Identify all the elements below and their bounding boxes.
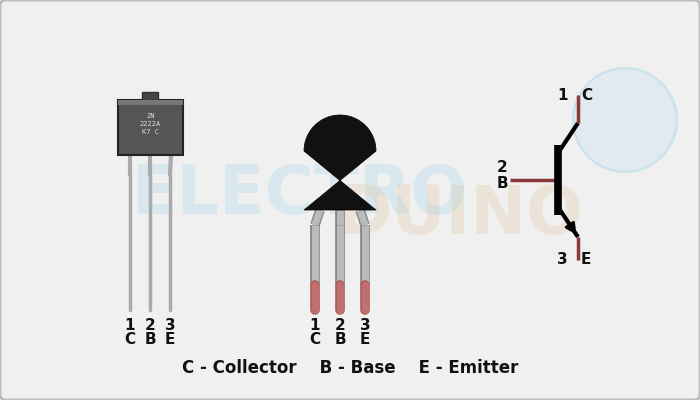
Text: E: E (360, 332, 370, 348)
Text: 1: 1 (557, 88, 568, 102)
Text: ELECTRO: ELECTRO (132, 162, 468, 228)
Text: 2: 2 (145, 318, 155, 332)
Circle shape (573, 68, 677, 172)
Text: 3: 3 (557, 252, 568, 268)
Text: E: E (164, 332, 175, 348)
Text: 2: 2 (335, 318, 345, 332)
Bar (118, 100, 183, 105)
Bar (118, 100, 183, 155)
Text: C - Collector    B - Base    E - Emitter: C - Collector B - Base E - Emitter (182, 359, 518, 377)
Text: C: C (581, 88, 592, 102)
Text: B: B (334, 332, 346, 348)
Text: DUINO: DUINO (337, 182, 583, 248)
Text: C: C (309, 332, 321, 348)
Bar (142, 92, 158, 100)
Text: 2N
2222A
K7 C: 2N 2222A K7 C (140, 114, 161, 136)
Text: 3: 3 (164, 318, 175, 332)
Text: B: B (144, 332, 156, 348)
Text: C: C (125, 332, 136, 348)
Text: 1: 1 (125, 318, 135, 332)
Text: 1: 1 (309, 318, 321, 332)
Text: E: E (581, 252, 592, 268)
Polygon shape (304, 115, 376, 210)
Text: 3: 3 (360, 318, 370, 332)
Text: 2: 2 (496, 160, 507, 176)
Text: B: B (496, 176, 507, 190)
